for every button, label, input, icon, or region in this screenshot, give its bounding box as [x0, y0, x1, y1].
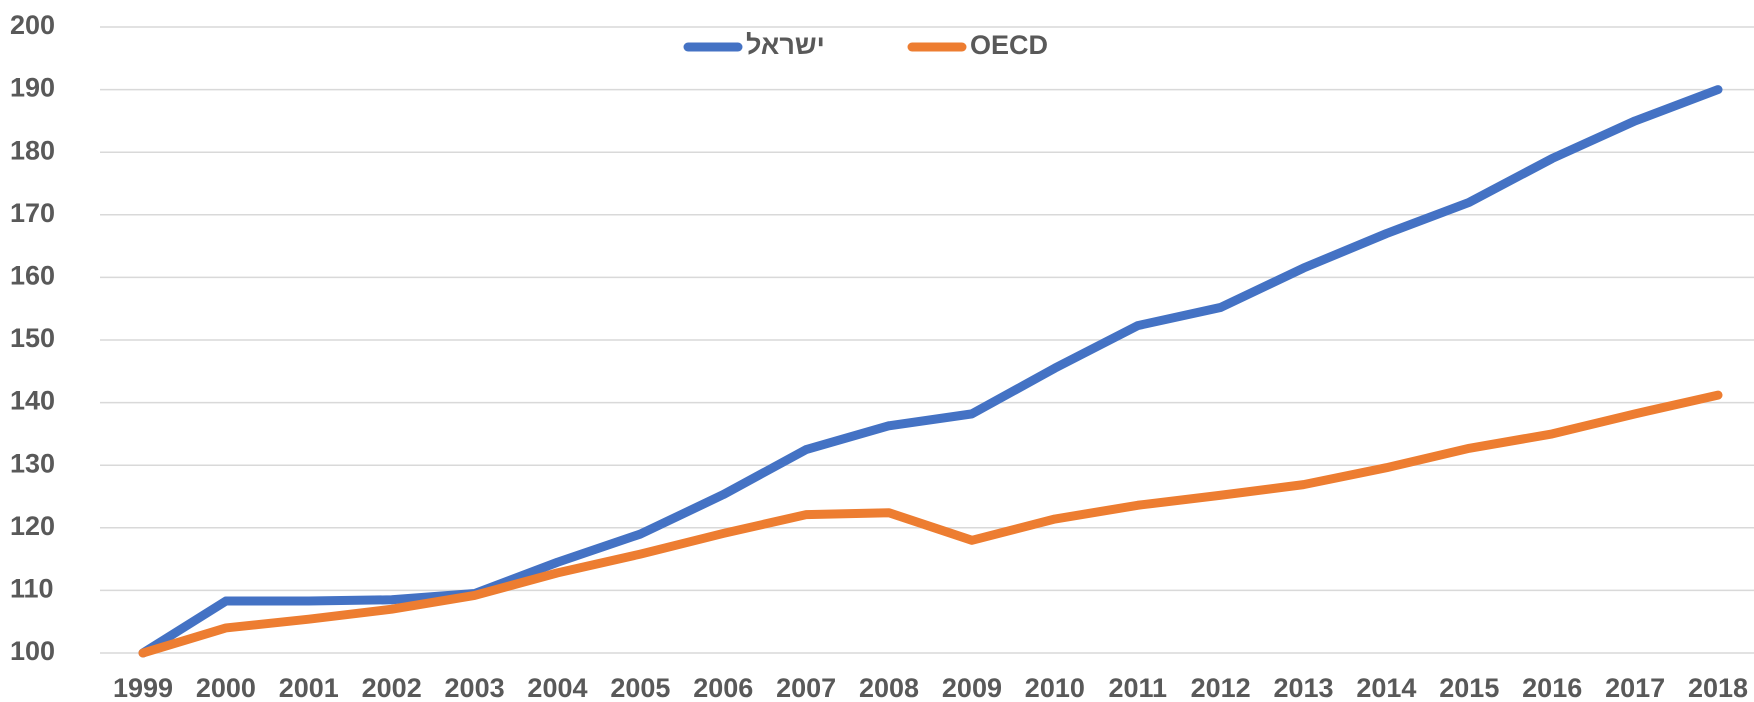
data-line — [138, 390, 1723, 658]
data-line — [138, 85, 1723, 658]
x-tick-label: 2017 — [1605, 673, 1665, 702]
x-tick-label: 2010 — [1025, 673, 1085, 702]
x-tick-label: 1999 — [113, 673, 173, 702]
x-tick-label: 2016 — [1522, 673, 1582, 702]
y-tick-label: 130 — [10, 448, 55, 478]
y-tick-label: 190 — [10, 73, 55, 103]
y-tick-label: 170 — [10, 198, 55, 228]
y-tick-label: 160 — [10, 261, 55, 291]
x-tick-label: 2004 — [527, 673, 587, 702]
y-tick-label: 180 — [10, 135, 55, 165]
x-tick-label: 2008 — [859, 673, 919, 702]
x-tick-label: 2009 — [942, 673, 1002, 702]
x-tick-label: 2012 — [1191, 673, 1251, 702]
x-tick-label: 2001 — [279, 673, 339, 702]
y-tick-label: 150 — [10, 323, 55, 353]
x-tick-label: 2013 — [1273, 673, 1333, 702]
legend-label: ישראל — [746, 30, 825, 60]
x-tick-label: 2006 — [693, 673, 753, 702]
x-tick-label: 2000 — [196, 673, 256, 702]
y-tick-label: 100 — [10, 636, 55, 666]
x-tick-label: 2002 — [362, 673, 422, 702]
x-tick-label: 2018 — [1688, 673, 1748, 702]
y-tick-label: 110 — [10, 574, 54, 604]
x-tick-label: 2014 — [1356, 673, 1416, 702]
x-tick-label: 2003 — [445, 673, 505, 702]
x-tick-label: 2005 — [610, 673, 670, 702]
y-tick-label: 140 — [10, 386, 55, 416]
y-tick-label: 120 — [10, 511, 55, 541]
y-tick-label: 200 — [10, 10, 55, 40]
x-tick-label: 2015 — [1439, 673, 1499, 702]
x-tick-label: 2011 — [1108, 673, 1167, 702]
legend-label: OECD — [970, 30, 1048, 60]
x-tick-label: 2007 — [776, 673, 836, 702]
